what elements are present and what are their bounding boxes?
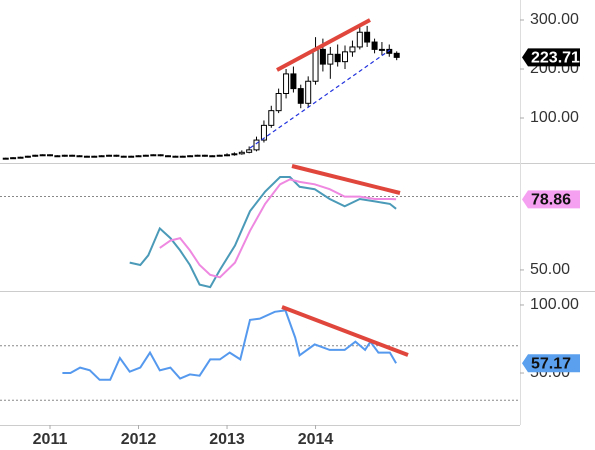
candle-body [32, 154, 39, 157]
candle-body [2, 157, 9, 160]
line-series [159, 178, 397, 279]
candle-body [10, 157, 17, 160]
candle-body [246, 149, 253, 153]
candle-body [224, 154, 231, 157]
candle-body [283, 73, 290, 95]
candle-body [393, 52, 400, 58]
last-value-tag [522, 354, 580, 373]
candle-body [24, 155, 31, 158]
y-tick-label: 300.00 [530, 11, 579, 28]
candle-body [268, 110, 275, 126]
candle-body [371, 41, 378, 50]
candle-body [209, 155, 216, 158]
candle-body [61, 154, 68, 157]
line-series [129, 176, 397, 289]
candle-body [164, 155, 171, 158]
candle-body [305, 80, 312, 104]
candle-body [319, 48, 326, 65]
last-value-tag [522, 190, 580, 209]
candle-body [76, 155, 83, 158]
candle-body [83, 155, 90, 158]
candle-body [106, 154, 113, 157]
last-value-label: 57.17 [531, 355, 571, 372]
candle-body [69, 154, 76, 157]
last-value-label: 223.71 [531, 50, 580, 67]
candle-body [364, 31, 371, 43]
line-series [62, 309, 397, 381]
candle-body [327, 53, 334, 65]
y-tick-label: 50.00 [530, 261, 570, 278]
candle-body [54, 155, 61, 158]
candle-body [17, 156, 24, 159]
candle-body [231, 153, 238, 156]
candle-body [297, 88, 304, 104]
candle-body [290, 73, 297, 90]
x-tick-label: 2011 [33, 431, 68, 448]
candle-body [312, 48, 319, 82]
candle-body [342, 51, 349, 63]
candle-body [194, 154, 201, 157]
candle-body [120, 155, 127, 158]
candle-body [113, 154, 120, 157]
x-tick-label: 2012 [121, 431, 157, 448]
candle-body [39, 154, 46, 157]
candle-body [179, 155, 186, 158]
candle-body [275, 93, 282, 112]
candle-body [253, 139, 260, 151]
candle-body [260, 124, 267, 141]
candle-body [378, 48, 385, 51]
trend-line [249, 49, 391, 149]
y-tick-label: 100.00 [530, 296, 579, 313]
candle-body [334, 53, 341, 63]
candle-body [142, 154, 149, 157]
trend-line [291, 164, 401, 195]
candle-body [150, 154, 157, 157]
y-tick-label: 100.00 [530, 109, 579, 126]
candle-body [91, 155, 98, 158]
x-tick-label: 2013 [209, 431, 245, 448]
candle-body [135, 155, 142, 158]
candle-body [386, 48, 393, 54]
candle-body [128, 155, 135, 158]
candle-body [98, 155, 105, 158]
candle-body [172, 155, 179, 158]
trend-line [281, 305, 409, 357]
candle-body [47, 154, 54, 157]
candle-body [187, 155, 194, 158]
candle-body [216, 154, 223, 157]
candle-body [157, 154, 164, 157]
x-tick-label: 2014 [298, 431, 334, 448]
candle-body [201, 154, 208, 157]
candle-body [349, 46, 356, 53]
candle-body [238, 151, 245, 155]
trend-line [276, 18, 371, 72]
candle-body [356, 31, 363, 48]
last-value-label: 78.86 [531, 192, 571, 209]
last-value-tag [522, 48, 580, 67]
